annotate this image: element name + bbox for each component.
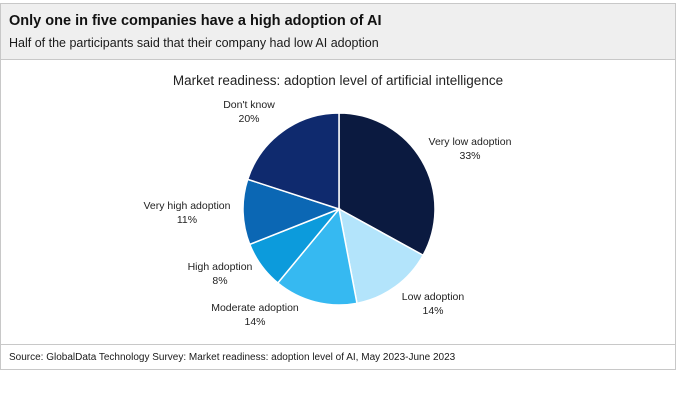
slice-value-label: 14% bbox=[422, 305, 443, 317]
page-title: Only one in five companies have a high a… bbox=[9, 13, 382, 29]
pie-slice-moderate-adoption bbox=[276, 207, 358, 306]
pie-slice-very-low-adoption bbox=[338, 112, 436, 257]
slice-label: Very high adoption bbox=[144, 200, 231, 212]
pie-slice-don-t-know bbox=[246, 112, 340, 211]
slice-value-label: 8% bbox=[212, 275, 227, 287]
slice-label: Low adoption bbox=[402, 291, 465, 303]
pie-slice-low-adoption bbox=[337, 207, 425, 305]
slice-value-label: 33% bbox=[459, 150, 480, 162]
chart-header: Only one in five companies have a high a… bbox=[1, 4, 675, 60]
slice-label: High adoption bbox=[188, 261, 253, 273]
slice-label: Don't know bbox=[223, 99, 275, 111]
chart-frame: Only one in five companies have a high a… bbox=[0, 3, 676, 370]
slice-label: Moderate adoption bbox=[211, 302, 299, 314]
slice-value-label: 14% bbox=[244, 316, 265, 328]
slice-value-label: 20% bbox=[238, 113, 259, 125]
slice-label: Very low adoption bbox=[429, 136, 512, 148]
pie-slice-very-high-adoption bbox=[242, 178, 342, 246]
page-subtitle: Half of the participants said that their… bbox=[9, 36, 379, 50]
source-bar: Source: GlobalData Technology Survey: Ma… bbox=[1, 344, 675, 370]
chart-title: Market readiness: adoption level of arti… bbox=[172, 73, 504, 88]
slice-value-label: 11% bbox=[177, 214, 197, 226]
source-note: Source: GlobalData Technology Survey: Ma… bbox=[9, 352, 456, 363]
